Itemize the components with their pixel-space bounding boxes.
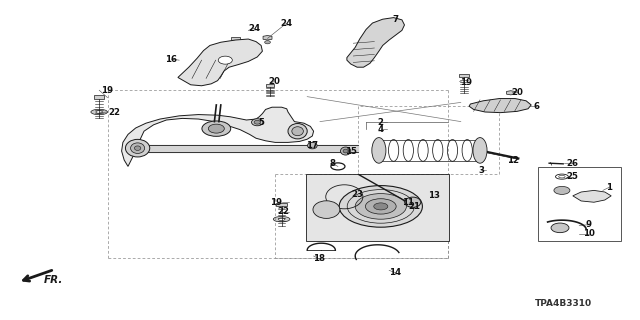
Text: 21: 21 bbox=[409, 202, 420, 211]
Text: 19: 19 bbox=[460, 78, 472, 87]
Text: 24: 24 bbox=[249, 24, 260, 33]
Ellipse shape bbox=[254, 120, 260, 124]
Ellipse shape bbox=[307, 142, 317, 149]
Ellipse shape bbox=[292, 127, 303, 136]
Ellipse shape bbox=[313, 201, 340, 219]
Text: 11: 11 bbox=[403, 198, 414, 207]
Ellipse shape bbox=[339, 186, 422, 227]
Ellipse shape bbox=[202, 121, 231, 136]
Text: 19: 19 bbox=[271, 198, 282, 207]
Polygon shape bbox=[266, 84, 274, 87]
Text: 25: 25 bbox=[567, 172, 579, 181]
Text: 16: 16 bbox=[166, 55, 177, 64]
Polygon shape bbox=[276, 203, 287, 206]
Ellipse shape bbox=[273, 217, 290, 222]
Text: 20: 20 bbox=[511, 88, 523, 97]
Ellipse shape bbox=[374, 203, 388, 210]
Polygon shape bbox=[507, 91, 515, 95]
Polygon shape bbox=[469, 99, 531, 113]
Text: 4: 4 bbox=[378, 125, 384, 134]
Polygon shape bbox=[122, 107, 314, 166]
Text: 6: 6 bbox=[533, 102, 540, 111]
Ellipse shape bbox=[355, 194, 406, 219]
Polygon shape bbox=[459, 74, 469, 77]
Text: 15: 15 bbox=[345, 147, 356, 156]
Ellipse shape bbox=[91, 109, 108, 115]
Ellipse shape bbox=[252, 119, 263, 126]
Polygon shape bbox=[94, 95, 104, 99]
Text: 22: 22 bbox=[108, 108, 120, 117]
Text: 23: 23 bbox=[351, 190, 363, 199]
Text: 24: 24 bbox=[281, 19, 292, 28]
Polygon shape bbox=[178, 39, 262, 86]
Text: 3: 3 bbox=[478, 166, 484, 175]
Ellipse shape bbox=[405, 197, 421, 207]
Polygon shape bbox=[306, 174, 449, 241]
Ellipse shape bbox=[134, 146, 141, 150]
Ellipse shape bbox=[343, 149, 348, 153]
Polygon shape bbox=[573, 190, 611, 202]
Text: 7: 7 bbox=[392, 15, 399, 24]
Ellipse shape bbox=[551, 223, 569, 233]
Polygon shape bbox=[347, 18, 404, 67]
Ellipse shape bbox=[209, 124, 225, 133]
Text: 8: 8 bbox=[330, 159, 336, 168]
Text: 17: 17 bbox=[307, 141, 318, 150]
Polygon shape bbox=[231, 37, 241, 40]
Text: 12: 12 bbox=[508, 156, 519, 165]
Text: 19: 19 bbox=[102, 86, 113, 95]
Ellipse shape bbox=[125, 140, 150, 157]
Text: 10: 10 bbox=[583, 229, 595, 238]
Ellipse shape bbox=[278, 218, 285, 220]
Ellipse shape bbox=[265, 41, 270, 44]
Text: 26: 26 bbox=[567, 159, 579, 168]
Ellipse shape bbox=[554, 186, 570, 194]
Ellipse shape bbox=[473, 138, 487, 163]
Bar bbox=[538, 167, 621, 241]
Text: 20: 20 bbox=[268, 77, 280, 86]
Ellipse shape bbox=[372, 138, 386, 163]
Ellipse shape bbox=[365, 199, 396, 214]
Text: 18: 18 bbox=[313, 254, 324, 263]
Ellipse shape bbox=[218, 56, 232, 64]
Polygon shape bbox=[263, 36, 272, 40]
Ellipse shape bbox=[340, 147, 351, 155]
Text: 1: 1 bbox=[606, 183, 612, 192]
Ellipse shape bbox=[96, 111, 102, 113]
Text: TPA4B3310: TPA4B3310 bbox=[534, 299, 592, 308]
Text: 14: 14 bbox=[390, 268, 401, 277]
Ellipse shape bbox=[288, 124, 307, 139]
Text: FR.: FR. bbox=[44, 275, 63, 285]
Text: 2: 2 bbox=[378, 118, 384, 127]
Text: 5: 5 bbox=[258, 118, 264, 127]
Text: 13: 13 bbox=[428, 191, 440, 200]
Text: 9: 9 bbox=[586, 220, 592, 229]
Ellipse shape bbox=[131, 143, 145, 154]
Text: 22: 22 bbox=[277, 207, 289, 216]
